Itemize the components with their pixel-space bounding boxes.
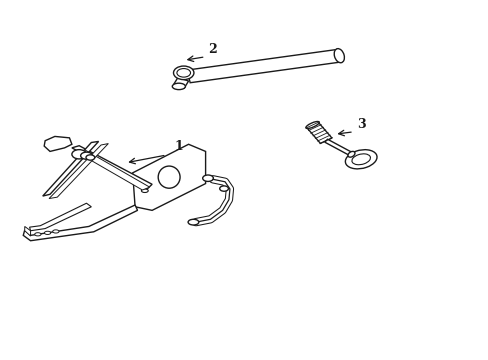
Ellipse shape (158, 166, 180, 188)
Ellipse shape (72, 150, 86, 159)
Ellipse shape (333, 49, 344, 63)
Polygon shape (25, 226, 30, 236)
Text: 3: 3 (356, 118, 365, 131)
Ellipse shape (177, 68, 190, 77)
Text: 1: 1 (174, 140, 183, 153)
Ellipse shape (141, 189, 148, 193)
Ellipse shape (347, 152, 354, 157)
Polygon shape (324, 139, 352, 156)
Ellipse shape (173, 66, 194, 80)
Ellipse shape (35, 233, 41, 236)
Ellipse shape (81, 152, 92, 159)
Polygon shape (173, 77, 188, 88)
Ellipse shape (53, 230, 59, 233)
Ellipse shape (351, 154, 370, 165)
Ellipse shape (172, 83, 185, 90)
Polygon shape (72, 146, 152, 189)
Polygon shape (306, 122, 331, 143)
Ellipse shape (202, 175, 213, 181)
Ellipse shape (188, 219, 199, 225)
Polygon shape (49, 144, 108, 199)
Polygon shape (132, 144, 205, 210)
Text: 2: 2 (208, 43, 217, 56)
Ellipse shape (219, 186, 228, 191)
Polygon shape (23, 205, 137, 241)
Polygon shape (77, 150, 149, 190)
Polygon shape (186, 49, 340, 83)
Ellipse shape (44, 231, 51, 234)
Polygon shape (30, 203, 91, 231)
Ellipse shape (305, 121, 319, 129)
Polygon shape (44, 136, 72, 152)
Ellipse shape (345, 150, 376, 169)
Ellipse shape (86, 155, 95, 160)
Polygon shape (42, 141, 99, 196)
